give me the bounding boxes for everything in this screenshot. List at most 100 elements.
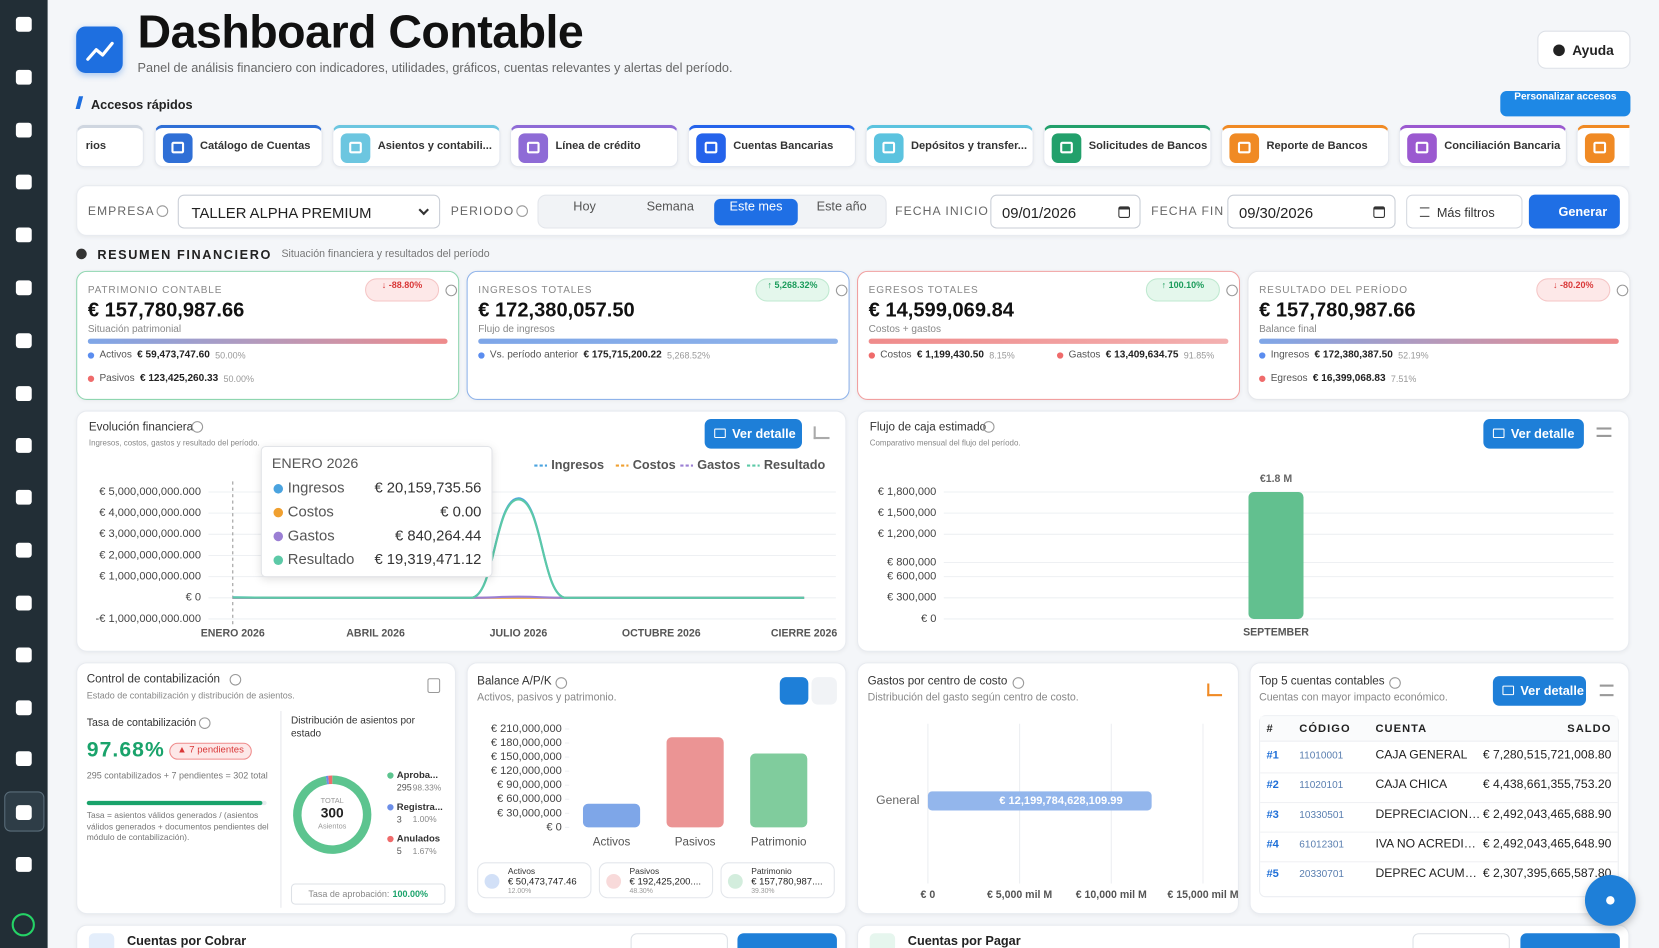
- kpi-value: € 14,599,069.84: [868, 299, 1014, 322]
- detail-button[interactable]: [1520, 933, 1620, 948]
- row-amount: € 172,380,387.50: [1314, 349, 1393, 361]
- date-value: 09/30/2026: [1238, 204, 1314, 222]
- chip-icon: [484, 873, 500, 889]
- doc-icon[interactable]: [427, 678, 441, 694]
- chart-panel: [857, 662, 1239, 915]
- column-header: CUENTA: [1375, 722, 1428, 736]
- period-option[interactable]: Este año: [816, 198, 867, 214]
- donut-title: Distribución de asientos por estado: [290, 715, 415, 740]
- chip-label: Patrimonio: [751, 866, 792, 877]
- generate-button[interactable]: Generar: [1528, 194, 1620, 229]
- quick-access-tile[interactable]: Reporte de Bancos: [1220, 124, 1390, 168]
- rate-value: 97.68%: [86, 738, 165, 762]
- row-label: Activos: [99, 349, 132, 361]
- rate-bar: [86, 800, 263, 806]
- row-dot: [1259, 375, 1266, 382]
- tile-icon: [518, 133, 549, 163]
- select[interactable]: [1412, 933, 1510, 948]
- row-share: 8.15%: [989, 349, 1015, 361]
- kpi-caption: Balance final: [1259, 323, 1317, 336]
- kpi-row: Gastos € 13,409,634.75 91.85%: [1056, 349, 1215, 361]
- customize-button[interactable]: Personalizar accesos: [1500, 90, 1631, 117]
- quick-access-tile[interactable]: [1576, 124, 1630, 168]
- row-divider: [1260, 801, 1618, 804]
- bottom-panel: [76, 924, 847, 948]
- account-code: 61012301: [1299, 839, 1345, 851]
- company-select[interactable]: TALLER ALPHA PREMIUM: [177, 194, 441, 229]
- quick-access-tile[interactable]: Catálogo de Cuentas: [154, 124, 323, 168]
- chart-type-icon[interactable]: [813, 426, 830, 440]
- detail-button[interactable]: [737, 933, 837, 948]
- quick-access-strip: rios Catálogo de Cuentas Asientos y contab…: [76, 123, 1630, 172]
- panel-title: Top 5 cuentas contables: [1259, 675, 1385, 688]
- section-title: Accesos rápidos: [90, 97, 193, 113]
- more-filters-button[interactable]: Más filtros: [1406, 194, 1523, 229]
- row-label: Ingresos: [1270, 349, 1310, 361]
- row-amount: € 59,473,747.60: [137, 349, 210, 361]
- chip-amount: € 50,473,747.46: [507, 876, 577, 887]
- panel-subtitle: Ingresos, costos, gastos y resultado del…: [88, 438, 260, 448]
- kpi-bar: [1259, 338, 1619, 344]
- filter-label: FECHA FIN: [1151, 205, 1225, 218]
- swap-icon[interactable]: [1596, 427, 1612, 437]
- row-dot: [478, 351, 485, 359]
- table-header-bg: [1260, 716, 1618, 742]
- kpi-row: Egresos € 16,399,068.83 7.51%: [1259, 372, 1416, 384]
- account-balance: € 4,438,661,355,753.20: [1482, 778, 1612, 792]
- panel-subtitle: Estado de contabilización y distribución…: [86, 689, 295, 701]
- rank: #3: [1266, 808, 1279, 822]
- help-icon: [516, 205, 528, 217]
- tile-icon-glyph: [1237, 141, 1251, 154]
- list-icon[interactable]: [1599, 684, 1614, 697]
- tile-label: Depósitos y transfer...: [910, 139, 1028, 153]
- detail-button[interactable]: Ver detalle: [1492, 676, 1587, 706]
- help-button[interactable]: Ayuda: [1537, 30, 1631, 69]
- row-label: Costos: [880, 349, 912, 361]
- detail-button[interactable]: Ver detalle: [1483, 418, 1584, 449]
- generate-label: Generar: [1558, 204, 1608, 220]
- row-label: Gastos: [1068, 349, 1101, 361]
- quick-access-tile[interactable]: Conciliación Bancaria: [1398, 124, 1567, 168]
- kpi-row: Activos € 59,473,747.60 50.00%: [87, 349, 246, 361]
- quick-access-tile[interactable]: Línea de crédito: [509, 124, 679, 168]
- quick-access-tile[interactable]: Cuentas Bancarias: [687, 124, 856, 168]
- tile-icon-glyph: [1593, 141, 1607, 154]
- tile-label: rios: [85, 139, 107, 153]
- account-name: DEPREC ACUM…: [1375, 867, 1477, 881]
- tile-icon-glyph: [171, 141, 185, 154]
- quick-access-tile[interactable]: Asientos y contabili...: [332, 124, 501, 168]
- tile-icon-glyph: [526, 141, 540, 154]
- row-share: 91.85%: [1183, 349, 1215, 361]
- tile-icon: [340, 133, 371, 163]
- kpi-bar: [87, 338, 448, 344]
- approval-label: Tasa de aprobación:: [308, 888, 390, 900]
- period-option[interactable]: Semana: [646, 198, 694, 214]
- toggle-list[interactable]: [811, 677, 837, 705]
- select[interactable]: [630, 933, 728, 948]
- period-option[interactable]: Este mes: [714, 198, 798, 226]
- filter-icon: [1419, 207, 1430, 217]
- quick-access-tile[interactable]: Depósitos y transfer...: [865, 124, 1034, 168]
- date-value: 09/01/2026: [1001, 204, 1077, 222]
- row-dot: [1056, 351, 1064, 359]
- filter-label: FECHA INICIO: [895, 205, 989, 218]
- panel-subtitle: Activos, pasivos y patrimonio.: [477, 691, 617, 704]
- quick-access-tile[interactable]: Solicitudes de Bancos: [1043, 124, 1212, 168]
- chart-icon[interactable]: [1207, 683, 1223, 697]
- approval-box: Tasa de aprobación: 100.00%: [290, 883, 446, 905]
- panel-title: Balance A/P/K: [477, 675, 552, 688]
- kpi-caption: Costos + gastos: [868, 323, 942, 336]
- tile-label: Solicitudes de Bancos: [1088, 139, 1208, 153]
- help-icon: [1616, 284, 1629, 297]
- date-input[interactable]: 09/30/2026: [1227, 194, 1396, 229]
- detail-button[interactable]: Ver detalle: [704, 418, 802, 449]
- quick-access-tile[interactable]: rios: [76, 124, 144, 168]
- period-option[interactable]: Hoy: [573, 198, 596, 214]
- help-icon: [445, 284, 458, 297]
- date-input[interactable]: 09/01/2026: [990, 194, 1141, 229]
- toggle-bar[interactable]: [779, 677, 809, 705]
- floating-help-button[interactable]: [1584, 874, 1636, 926]
- button-label: Ver detalle: [1520, 683, 1584, 699]
- section-title: RESUMEN FINANCIERO: [97, 247, 272, 263]
